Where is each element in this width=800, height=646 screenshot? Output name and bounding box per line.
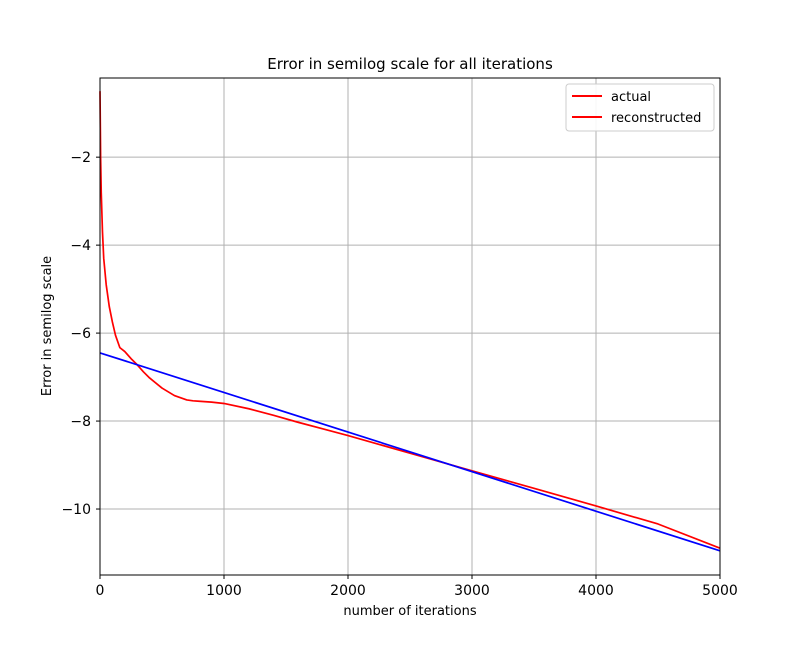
series-layer	[99, 91, 721, 552]
legend: actual reconstructed	[565, 83, 715, 132]
legend-label-actual: actual	[611, 90, 651, 105]
y-tick-label: −10	[61, 502, 91, 518]
y-tick-label: −4	[70, 238, 91, 254]
grid	[99, 78, 721, 575]
x-tick-label: 5000	[702, 583, 738, 599]
legend-box	[565, 83, 715, 132]
y-tick-label: −8	[70, 414, 91, 430]
y-tick-label: −6	[70, 326, 91, 342]
series-line-0	[99, 91, 721, 549]
x-tick-label: 1000	[206, 583, 242, 599]
chart-title: Error in semilog scale for all iteration…	[267, 55, 553, 73]
y-axis-title: Error in semilog scale	[40, 256, 55, 396]
x-tick-label: 2000	[330, 583, 366, 599]
x-axis-title: number of iterations	[343, 604, 476, 619]
x-tick-label: 4000	[578, 583, 614, 599]
y-tick-label: −2	[70, 150, 91, 166]
axis-ticks: 0 1000 2000 3000 4000 5000 −2 −4 −6 −8 −10	[61, 150, 737, 599]
series-line-1	[99, 352, 721, 552]
x-tick-label: 0	[96, 583, 105, 599]
plot-frame	[99, 77, 721, 576]
legend-label-reconstructed: reconstructed	[611, 111, 701, 126]
x-tick-label: 3000	[454, 583, 490, 599]
